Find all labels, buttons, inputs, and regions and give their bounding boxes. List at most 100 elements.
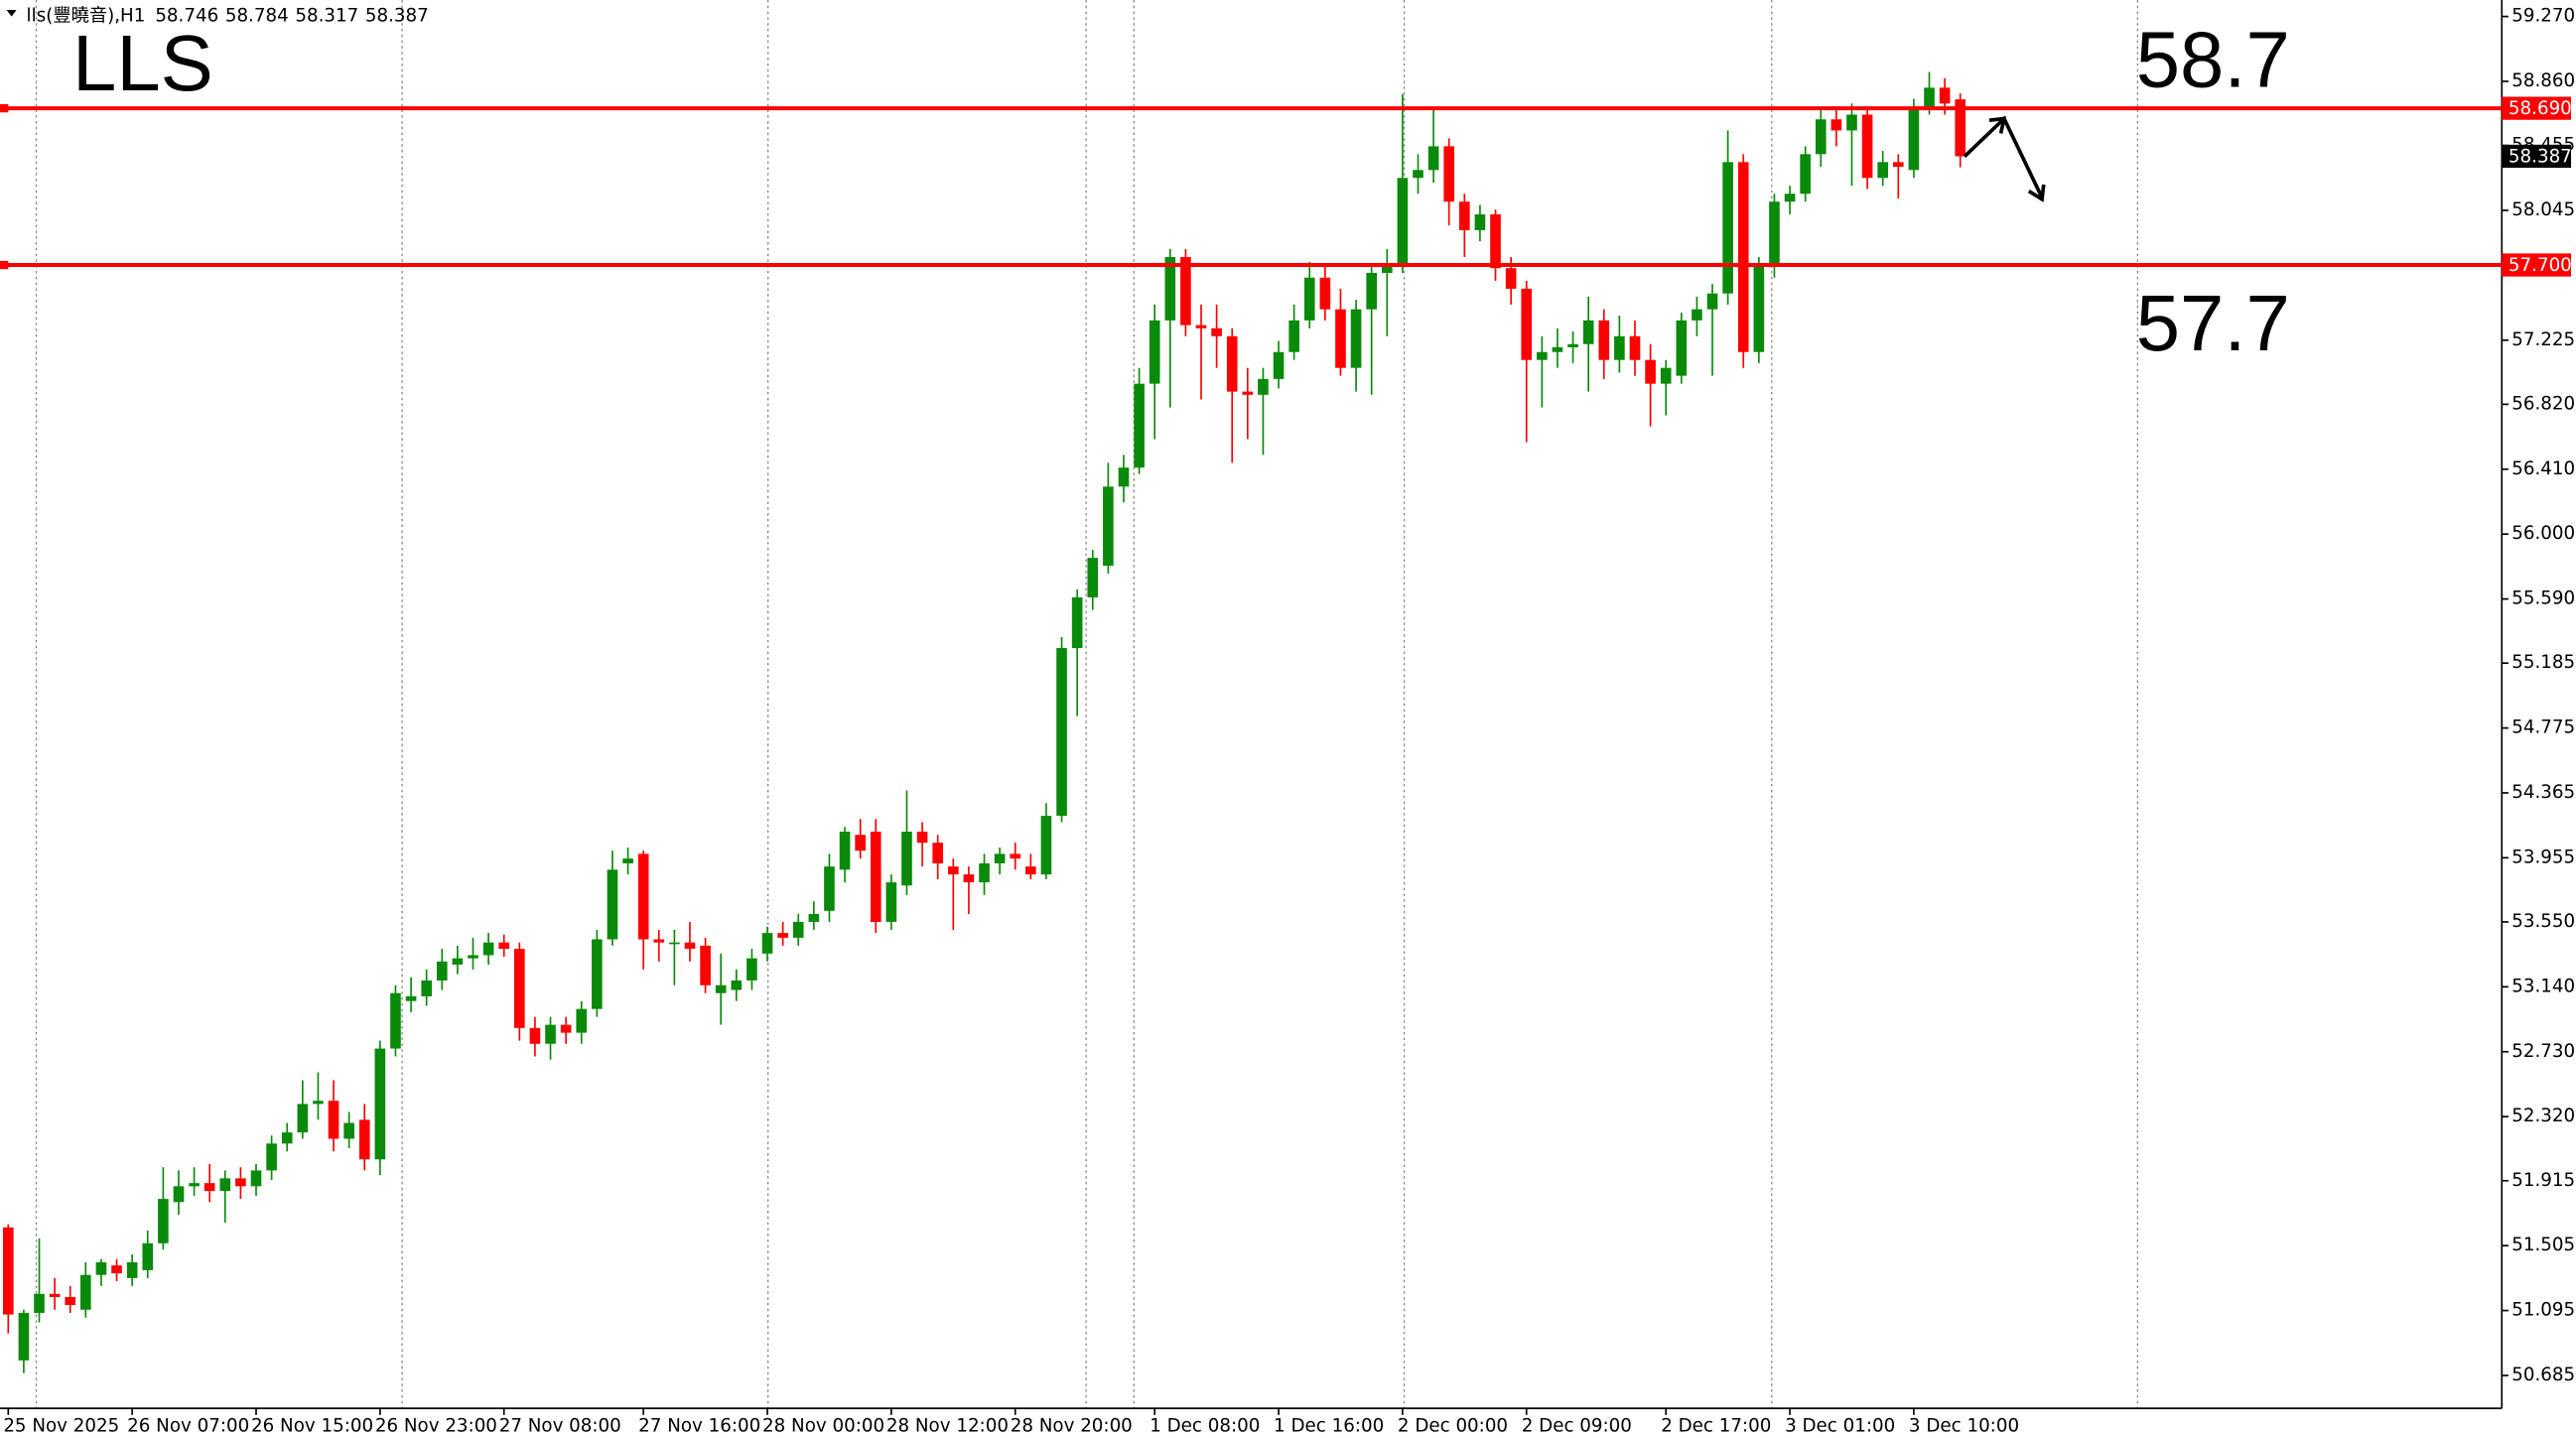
candle-body [328,1101,339,1139]
candle-body [1537,351,1548,360]
y-tick-label: 58.045 [2511,199,2575,220]
candle-body [870,832,881,922]
candle-body [1924,87,1935,107]
candle-body [1071,596,1083,649]
candle-body [482,942,494,956]
candle-body [669,942,680,945]
y-tick-label: 51.095 [2511,1300,2575,1321]
y-tick-label: 52.730 [2511,1041,2575,1062]
x-tick-label: 3 Dec 01:00 [1785,1415,1895,1436]
candle-body [142,1242,154,1270]
x-tick-label: 28 Nov 12:00 [886,1415,1009,1436]
candle-body [607,869,618,940]
candle-body [1737,162,1749,352]
x-tick-label: 2 Dec 00:00 [1398,1415,1508,1436]
candle-body [189,1183,200,1187]
candle-body [1830,119,1842,131]
y-tick-label: 58.860 [2511,70,2575,91]
candle-body [1195,325,1207,328]
y-tick-label: 53.140 [2511,976,2575,996]
y-tick-label: 55.590 [2511,588,2575,609]
candle-body [95,1261,107,1275]
x-tick-label: 2 Dec 09:00 [1522,1415,1632,1436]
y-tick-label: 54.365 [2511,782,2575,803]
annotation: 58.7 [2136,15,2290,103]
candle-body [313,1101,324,1105]
candle-body [545,1024,556,1044]
candle-body [1908,106,1920,171]
candle-body [80,1274,91,1310]
x-tick-label: 26 Nov 15:00 [251,1415,373,1436]
y-tick-label: 55.185 [2511,652,2575,673]
candle-body [1303,277,1315,321]
candle-body [1505,268,1517,289]
candle-body [637,853,649,940]
candle-body [65,1296,76,1305]
candle-body [111,1265,122,1274]
candle-body [514,949,525,1028]
header: lls(豐曉音),H1 58.746 58.784 58.317 58.387 [27,6,429,27]
x-tick-label: 28 Nov 20:00 [1011,1415,1133,1436]
candle-body [1242,391,1254,395]
candle-body [684,942,696,950]
x-tick-label: 1 Dec 08:00 [1150,1415,1260,1436]
candle-body [1939,87,1951,104]
candle-body [1413,170,1424,179]
candle-body [916,832,928,844]
candle-body [1629,335,1641,360]
candle-body [1706,293,1718,310]
candle-body [219,1178,231,1192]
candle-body [932,843,944,863]
candle-body [885,882,897,922]
candle-body [1582,320,1594,344]
level-tag [2502,253,2572,277]
candle-body [1118,467,1130,487]
candle-body [1149,320,1160,384]
candle-body [1288,320,1299,352]
level-tag-label: 58.690 [2508,98,2572,119]
open: 58.746 [155,6,218,27]
y-tick-label: 56.820 [2511,393,2575,414]
high: 58.784 [225,6,289,27]
y-tick-label: 50.685 [2511,1365,2575,1385]
close: 58.387 [365,6,429,27]
candle-body [358,1119,370,1160]
candle-body [1598,320,1610,360]
candle-body [653,939,665,943]
level-anchor [0,103,9,113]
price-tag [2502,144,2572,169]
x-tick-label: 27 Nov 08:00 [499,1415,621,1436]
candle-body [1335,309,1346,368]
y-tick-label: 53.550 [2511,911,2575,932]
y-tick-label: 53.955 [2511,847,2575,867]
candle-body [1350,309,1362,368]
candle-body [235,1178,246,1187]
candle-body [250,1170,262,1187]
candle-body [1614,335,1625,360]
candle-body [1087,558,1099,597]
candle-body [715,984,727,993]
candle-body [1258,378,1269,395]
candle-body [1877,162,1889,179]
candle-body [297,1104,309,1133]
candle-body [374,1048,386,1160]
candle-body [1474,213,1486,230]
y-tick-label: 59.270 [2511,6,2575,27]
candle-body [1103,486,1114,567]
candle-body [700,945,711,985]
candle-body [1676,320,1688,376]
candle-body [529,1027,541,1044]
candle-body [994,853,1006,863]
arrow-head [2027,184,2046,202]
y-tick-label: 54.775 [2511,718,2575,738]
menu-triangle[interactable] [6,9,17,17]
candle-body [468,955,478,959]
candle-body [808,913,820,922]
candle-body [18,1312,30,1361]
level-tag [2502,96,2572,120]
candle-body [1366,272,1377,310]
arrow-head [1988,116,2007,134]
candle-body [173,1186,185,1203]
